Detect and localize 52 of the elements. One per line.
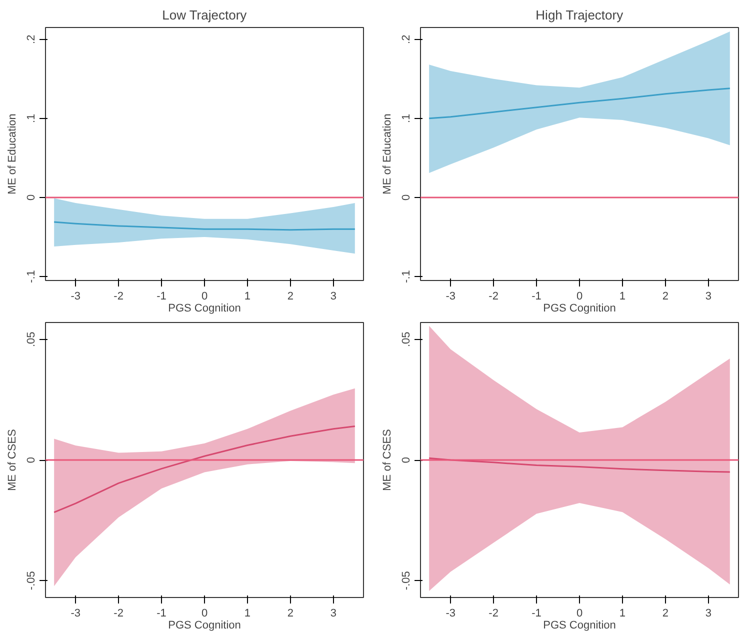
y-tick-label: 0 — [26, 456, 38, 464]
chart-title: Low Trajectory — [162, 8, 248, 22]
x-tick-label: 1 — [619, 608, 626, 620]
x-tick-label: -3 — [446, 608, 456, 620]
y-tick-label: -.05 — [400, 571, 412, 590]
x-axis-title: PGS Cognition — [543, 302, 616, 314]
y-tick-label: 0 — [400, 194, 412, 201]
x-tick-label: 0 — [201, 290, 208, 302]
x-tick-label: -2 — [114, 290, 124, 302]
x-tick-label: 0 — [201, 608, 208, 620]
y-axis-title: ME of Education — [382, 114, 394, 194]
y-tick-label: .1 — [26, 114, 38, 124]
x-tick-label: -1 — [156, 290, 166, 302]
y-tick-label: 0 — [26, 194, 38, 201]
x-tick-label: 2 — [662, 608, 669, 620]
y-tick-label: 0 — [400, 456, 412, 464]
y-tick-label: .1 — [400, 114, 412, 124]
y-axis-title: ME of CSES — [382, 429, 394, 491]
chart-title: High Trajectory — [536, 8, 624, 22]
x-tick-label: -2 — [488, 290, 498, 302]
x-tick-label: 3 — [330, 290, 336, 302]
x-tick-label: 1 — [619, 290, 626, 302]
x-tick-label: 1 — [244, 608, 251, 620]
y-tick-label: .05 — [400, 332, 412, 348]
x-tick-label: 2 — [287, 608, 294, 620]
y-tick-label: .05 — [26, 332, 38, 348]
x-tick-label: -3 — [70, 608, 80, 620]
y-axis-title: ME of Education — [6, 114, 18, 194]
x-tick-label: -1 — [532, 608, 542, 620]
x-tick-label: -2 — [114, 608, 124, 620]
x-tick-label: -2 — [488, 608, 498, 620]
y-tick-label: -.05 — [26, 571, 38, 590]
y-axis-title: ME of CSES — [6, 429, 18, 491]
x-tick-label: 0 — [576, 290, 583, 302]
x-tick-label: 2 — [662, 290, 669, 302]
x-tick-label: -3 — [70, 290, 80, 302]
x-tick-label: -3 — [446, 290, 456, 302]
x-tick-label: 3 — [330, 608, 336, 620]
x-tick-label: -1 — [532, 290, 542, 302]
x-axis-title: PGS Cognition — [543, 620, 616, 632]
x-tick-label: 2 — [287, 290, 294, 302]
y-tick-label: .2 — [400, 34, 412, 44]
x-axis-title: PGS Cognition — [168, 620, 241, 632]
x-tick-label: 1 — [244, 290, 251, 302]
x-tick-label: 3 — [705, 608, 712, 620]
y-tick-label: .2 — [26, 34, 38, 44]
y-tick-label: -.1 — [26, 270, 38, 283]
y-tick-label: -.1 — [400, 270, 412, 283]
x-tick-label: -1 — [156, 608, 166, 620]
x-tick-label: 3 — [705, 290, 712, 302]
x-axis-title: PGS Cognition — [168, 302, 241, 314]
x-tick-label: 0 — [576, 608, 583, 620]
